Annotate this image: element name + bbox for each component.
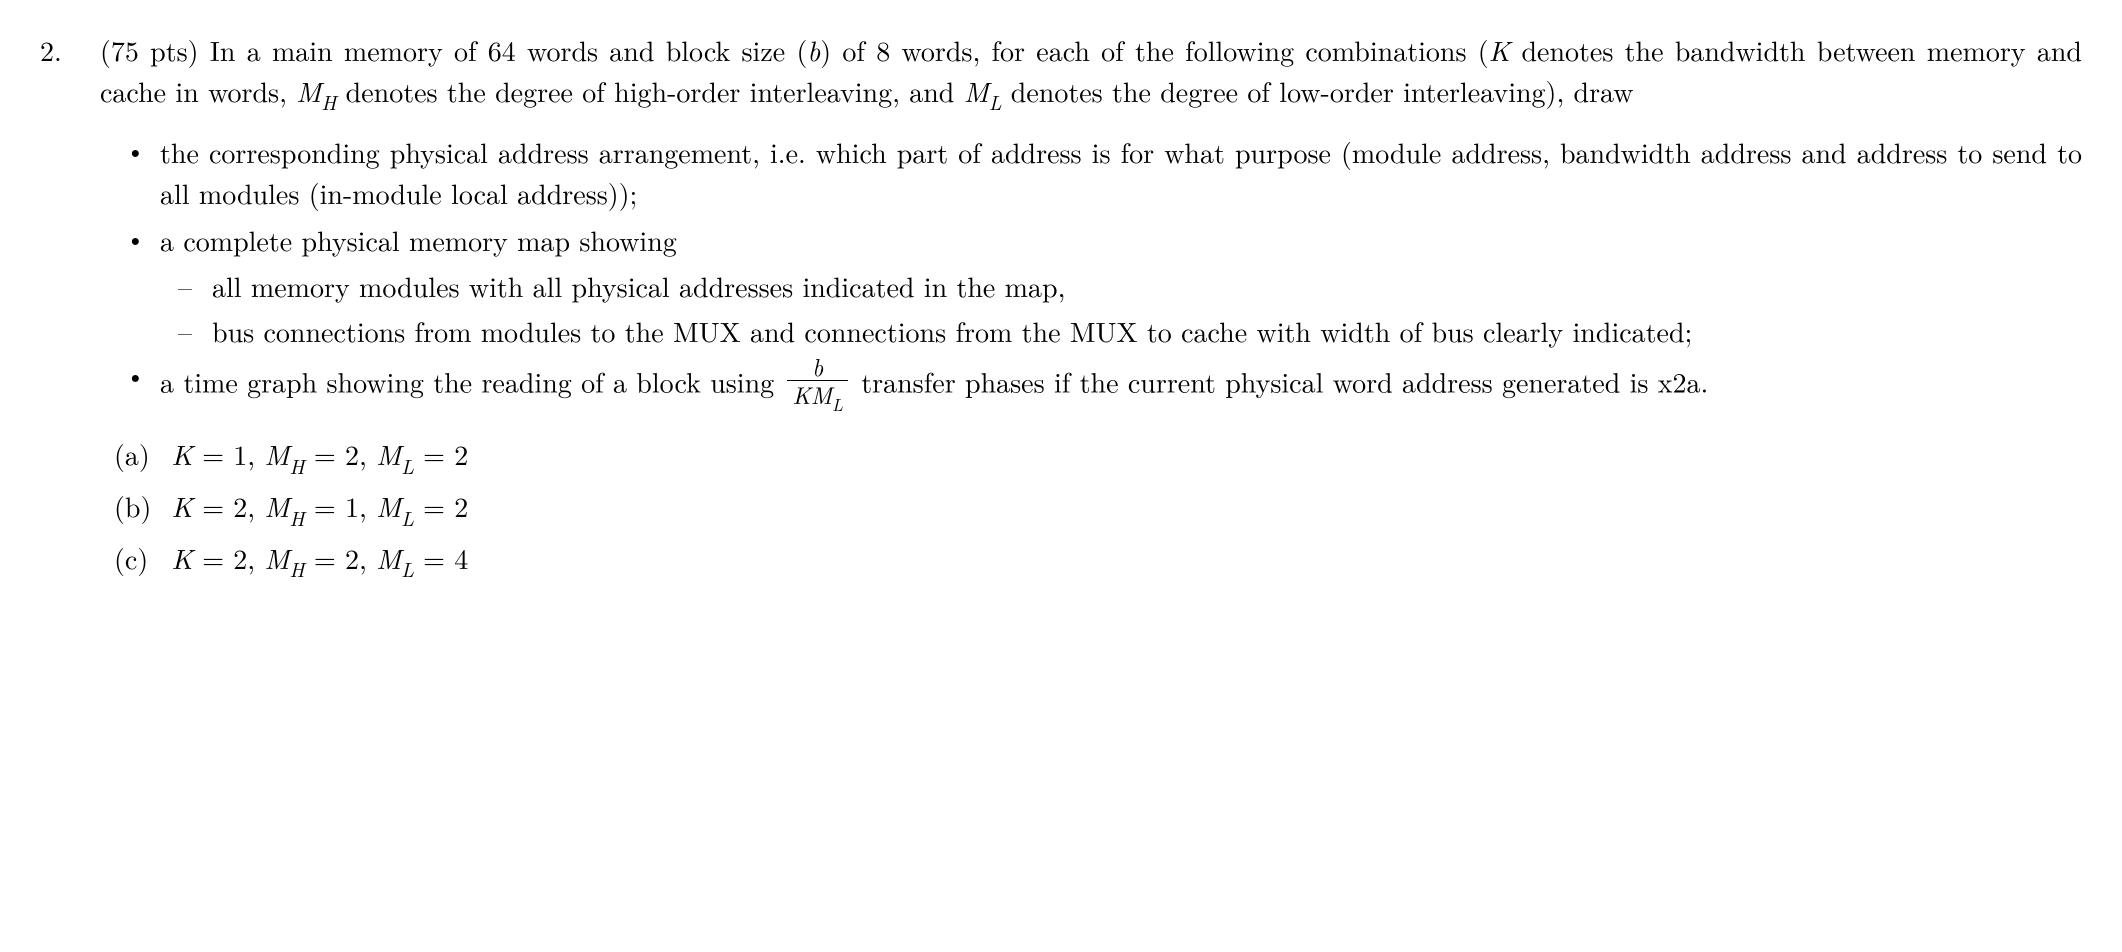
intro-text-4: denotes the degree of high-order interle… — [336, 71, 963, 111]
subpart-c-label: (c) — [114, 538, 162, 579]
var-b: b — [807, 30, 820, 70]
dash-item-2: bus connections from modules to the MUX … — [212, 311, 2082, 352]
bullet-3-post: transfer phases if the current physical … — [852, 362, 1708, 402]
var-ml-l: L — [989, 87, 1002, 116]
subpart-b-mh-h: H — [290, 503, 305, 532]
subpart-c-ml-m: M — [376, 538, 401, 578]
problem-body: (75 pts) In a main memory of 64 words an… — [100, 30, 2082, 590]
dash-1-text: all memory modules with all physical add… — [212, 266, 1065, 306]
subpart-b-eq3: = 2 — [414, 486, 468, 526]
frac-den-l: L — [832, 392, 843, 416]
bullet-item-3: a time graph showing the reading of a bl… — [160, 357, 2082, 416]
problem-number: 2. — [40, 30, 100, 71]
subpart-a-label: (a) — [114, 434, 162, 475]
dash-item-1: all memory modules with all physical add… — [212, 266, 2082, 307]
intro-text-2: ) of 8 words, for each of the following … — [820, 30, 1488, 70]
subparts-list: (a) K = 1, MH = 2, ML = 2 (b) K = 2, MH … — [100, 434, 2082, 581]
fraction: bKML — [787, 353, 847, 412]
subpart-b-label: (b) — [114, 486, 162, 527]
dash-2-text: bus connections from modules to the MUX … — [212, 311, 1692, 351]
subpart-c-eq3: = 4 — [414, 538, 468, 578]
subpart-b-k: K — [171, 486, 193, 526]
bullet-list: the corresponding physical address arran… — [100, 132, 2082, 416]
bullet-2-text: a complete physical memory map showing — [160, 220, 677, 260]
bullet-item-1: the corresponding physical address arran… — [160, 132, 2082, 213]
subpart-a-eq3: = 2 — [414, 434, 468, 474]
var-mh-h: H — [321, 87, 336, 116]
dash-list: all memory modules with all physical add… — [160, 266, 2082, 351]
subpart-a: (a) K = 1, MH = 2, ML = 2 — [114, 434, 2082, 478]
subpart-b-eq2: = 1, — [305, 486, 377, 526]
subpart-a-eq1: = 1, — [193, 434, 265, 474]
frac-denominator: KML — [787, 381, 847, 413]
subpart-b: (b) K = 2, MH = 1, ML = 2 — [114, 486, 2082, 530]
frac-den-m: M — [811, 377, 832, 411]
bullet-1-text: the corresponding physical address arran… — [160, 132, 2082, 213]
points-label: (75 pts) — [100, 30, 199, 70]
bullet-item-2: a complete physical memory map showing a… — [160, 220, 2082, 352]
problem-container: 2. (75 pts) In a main memory of 64 words… — [40, 30, 2082, 590]
var-ml-m: M — [964, 71, 989, 111]
subpart-c-mh-h: H — [290, 554, 305, 583]
subpart-a-eq2: = 2, — [305, 434, 377, 474]
subpart-a-mh-h: H — [290, 451, 305, 480]
subpart-c-mh-m: M — [264, 538, 289, 578]
subpart-c-ml-l: L — [401, 554, 414, 583]
bullet-3-pre: a time graph showing the reading of a bl… — [160, 362, 783, 402]
subpart-c: (c) K = 2, MH = 2, ML = 4 — [114, 538, 2082, 582]
subpart-b-eq1: = 2, — [193, 486, 265, 526]
var-mh-m: M — [296, 71, 321, 111]
subpart-c-eq2: = 2, — [305, 538, 377, 578]
subpart-b-mh-m: M — [264, 486, 289, 526]
intro-text-5: denotes the degree of low-order interlea… — [1001, 71, 1633, 111]
var-k: K — [1489, 30, 1511, 70]
intro-text-1: In a main memory of 64 words and block s… — [199, 30, 808, 70]
frac-den-k: K — [792, 377, 810, 411]
subpart-b-ml-l: L — [401, 503, 414, 532]
subpart-c-eq1: = 2, — [193, 538, 265, 578]
subpart-b-ml-m: M — [376, 486, 401, 526]
subpart-a-ml-l: L — [401, 451, 414, 480]
subpart-c-k: K — [171, 538, 193, 578]
subpart-a-ml-m: M — [376, 434, 401, 474]
subpart-a-mh-m: M — [264, 434, 289, 474]
subpart-a-k: K — [171, 434, 193, 474]
problem-intro: (75 pts) In a main memory of 64 words an… — [100, 30, 2082, 114]
